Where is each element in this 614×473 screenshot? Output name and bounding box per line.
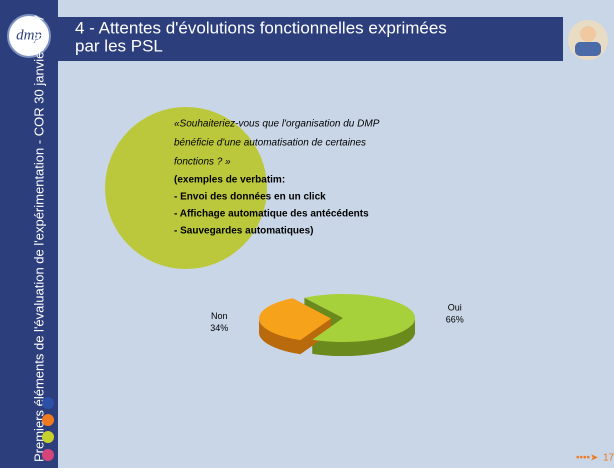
dot xyxy=(42,431,54,443)
dot xyxy=(42,414,54,426)
logo xyxy=(7,14,51,58)
slide-title: par les PSL xyxy=(75,36,163,55)
pie-slice xyxy=(304,294,416,343)
sidebar-text: Premiers éléments de l'évaluation de l'e… xyxy=(31,15,46,462)
dot xyxy=(42,449,54,461)
decor-circle xyxy=(105,107,267,269)
value-label: 66% xyxy=(446,314,464,324)
header-band xyxy=(58,17,563,61)
page-arrow: ••••➤ xyxy=(576,453,598,464)
example-text: (exemples de verbatim: xyxy=(174,175,285,186)
slide-title: 4 - Attentes d'évolutions fonctionnelles… xyxy=(75,18,447,37)
pie-slice-side xyxy=(312,318,415,356)
category-label: Oui xyxy=(448,302,462,312)
example-text: - Envoi des données en un click xyxy=(174,192,326,203)
icon xyxy=(580,26,596,42)
question-text: bénéficie d'une automatisation de certai… xyxy=(174,138,366,149)
logo-text: dmp xyxy=(16,27,42,43)
sidebar xyxy=(0,0,58,468)
value-label: 34% xyxy=(210,323,228,333)
example-text: - Affichage automatique des antécédents xyxy=(174,209,369,220)
question-text: «Souhaiteriez-vous que l'organisation du… xyxy=(174,119,380,130)
pie-slice-side xyxy=(259,318,301,355)
example-text: - Sauvegardes automatiques) xyxy=(174,226,313,237)
pie-chart: Oui 66% Non 34% xyxy=(210,294,464,356)
category-label: Non xyxy=(211,311,228,321)
dot xyxy=(42,397,54,409)
pie-slice xyxy=(259,298,332,341)
page-number: 17 xyxy=(603,453,614,464)
icon xyxy=(575,42,601,56)
question-text: fonctions ? » xyxy=(174,157,231,168)
